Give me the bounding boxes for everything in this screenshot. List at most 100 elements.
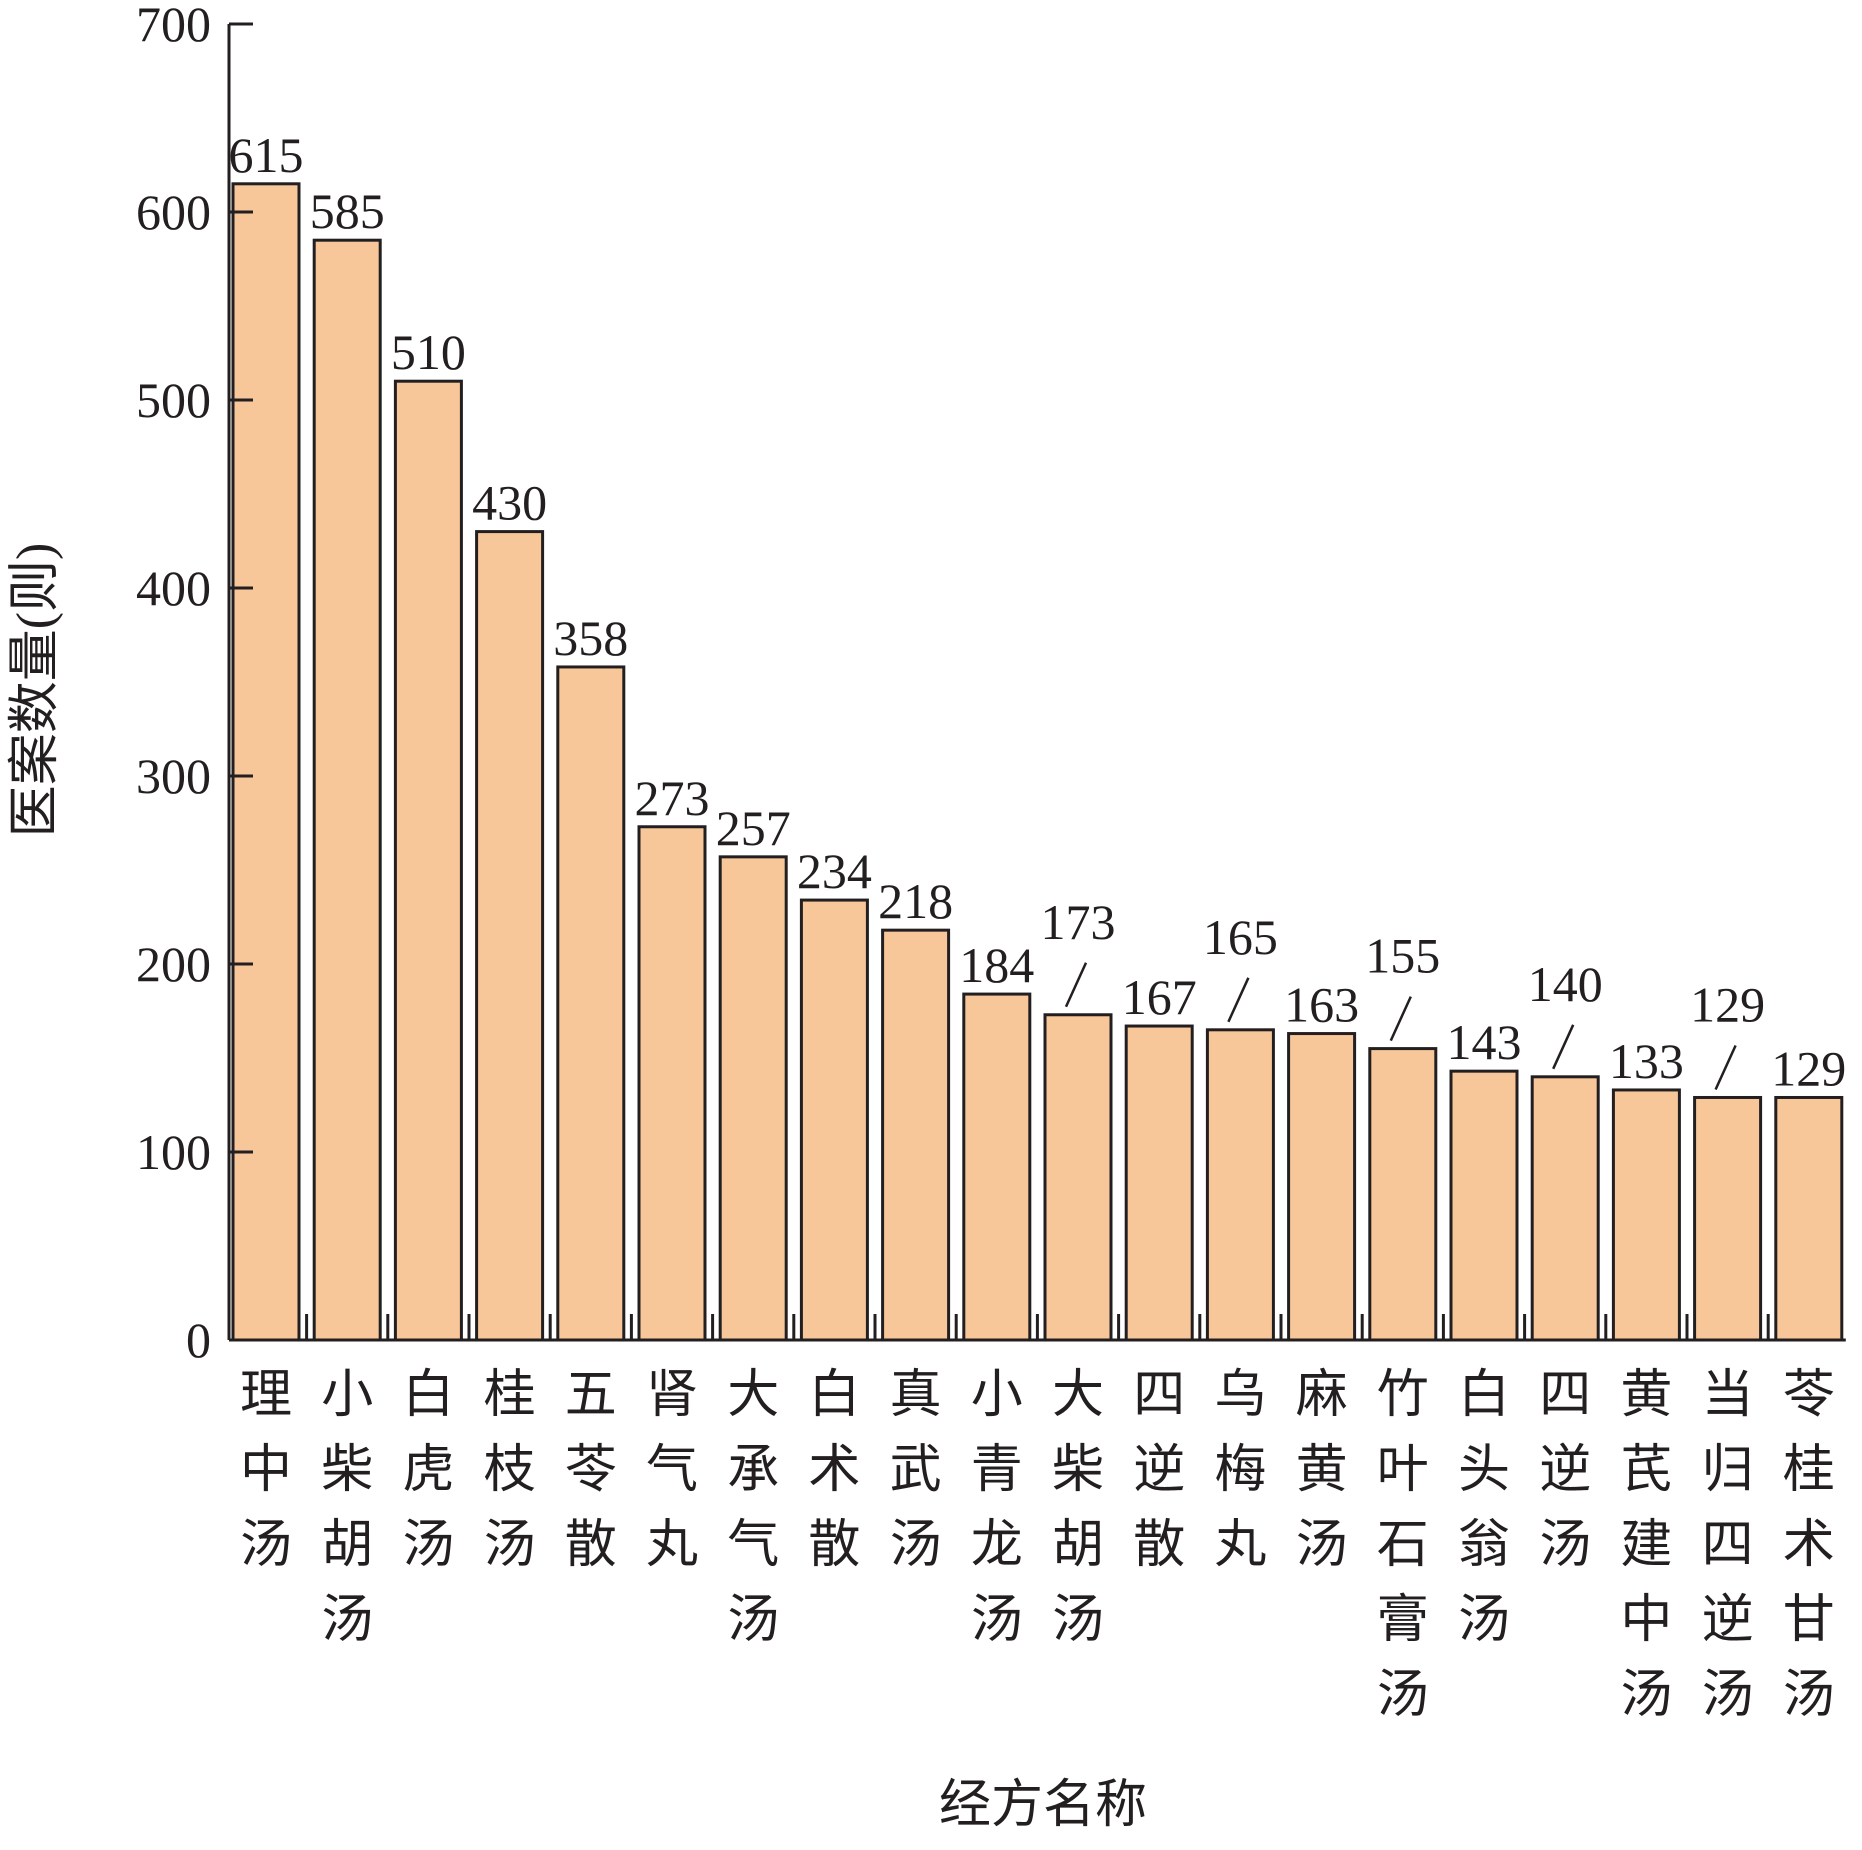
y-tick-label: 700 xyxy=(136,0,211,52)
category-label: 四逆汤 xyxy=(1539,1367,1591,1574)
bar xyxy=(475,530,545,1342)
value-label-leader xyxy=(1227,977,1250,1023)
category-label-char: 汤 xyxy=(484,1517,536,1574)
category-label-char: 桂 xyxy=(1783,1442,1835,1499)
category-label-char: 白 xyxy=(808,1367,860,1424)
category-label-char: 膏 xyxy=(1377,1592,1429,1649)
category-label-char: 乌 xyxy=(1214,1367,1266,1424)
category-label-char: 汤 xyxy=(1458,1592,1510,1649)
category-label-char: 术 xyxy=(1783,1517,1835,1574)
category-label-char: 散 xyxy=(1133,1517,1185,1574)
category-label-char: 胡 xyxy=(321,1517,373,1574)
category-label-char: 汤 xyxy=(1377,1667,1429,1724)
y-tick-label: 400 xyxy=(136,560,211,616)
category-label-char: 小 xyxy=(971,1367,1023,1424)
bar xyxy=(393,379,463,1342)
category-label-char: 气 xyxy=(646,1442,698,1499)
category-label-char: 汤 xyxy=(1702,1667,1754,1724)
value-label: 234 xyxy=(797,843,872,899)
bars-layer xyxy=(231,182,1844,1342)
bar xyxy=(799,898,869,1342)
category-label-char: 白 xyxy=(1458,1367,1510,1424)
y-tick-label: 300 xyxy=(136,748,211,804)
bar xyxy=(1368,1047,1438,1342)
category-label-char: 理 xyxy=(240,1367,292,1424)
category-label-char: 丸 xyxy=(1214,1517,1266,1574)
bar xyxy=(312,238,382,1342)
bar xyxy=(1449,1069,1519,1342)
value-label: 257 xyxy=(716,800,791,856)
bar xyxy=(1124,1024,1194,1342)
value-label-leader xyxy=(1552,1024,1575,1070)
category-label-char: 苓 xyxy=(565,1442,617,1499)
category-label: 肾气丸 xyxy=(646,1367,698,1574)
category-label-char: 虎 xyxy=(402,1442,454,1499)
category-label-char: 青 xyxy=(971,1442,1023,1499)
category-label-char: 承 xyxy=(727,1442,779,1499)
category-label: 乌梅丸 xyxy=(1214,1367,1266,1574)
category-label-char: 甘 xyxy=(1783,1592,1835,1649)
category-label-char: 梅 xyxy=(1214,1442,1266,1499)
value-label: 218 xyxy=(878,873,953,929)
value-label: 165 xyxy=(1203,909,1278,965)
bar xyxy=(1043,1013,1113,1342)
category-label-char: 大 xyxy=(727,1367,779,1424)
category-label-char: 枝 xyxy=(484,1442,536,1499)
y-axis-title: 医案数量(则) xyxy=(7,543,64,838)
value-label: 163 xyxy=(1284,977,1359,1033)
value-label-leader xyxy=(1064,962,1088,1008)
y-tick-label: 100 xyxy=(136,1124,211,1180)
category-label-char: 武 xyxy=(890,1442,942,1499)
bar xyxy=(637,825,707,1342)
category-label-char: 汤 xyxy=(1620,1667,1672,1724)
value-labels-layer: 6155855104303582732572342181841731671651… xyxy=(229,127,1847,1097)
category-label-char: 叶 xyxy=(1377,1442,1429,1499)
category-label-char: 头 xyxy=(1458,1442,1510,1499)
category-label-char: 逆 xyxy=(1702,1592,1754,1649)
y-tick-label: 500 xyxy=(136,372,211,428)
category-labels-layer: 理中汤小柴胡汤白虎汤桂枝汤五苓散肾气丸大承气汤白术散真武汤小青龙汤大柴胡汤四逆散… xyxy=(240,1367,1835,1724)
category-label-char: 四 xyxy=(1133,1367,1185,1424)
value-label: 184 xyxy=(959,937,1034,993)
category-label-char: 大 xyxy=(1052,1367,1104,1424)
category-label-char: 芪 xyxy=(1620,1442,1672,1499)
bar xyxy=(718,855,788,1342)
bar xyxy=(556,665,626,1342)
category-label-char: 汤 xyxy=(240,1517,292,1574)
category-label-char: 中 xyxy=(1620,1592,1672,1649)
category-label-char: 肾 xyxy=(646,1367,698,1424)
category-label-char: 五 xyxy=(565,1367,617,1424)
category-label-char: 桂 xyxy=(484,1367,536,1424)
value-label: 358 xyxy=(553,610,628,666)
category-label-char: 竹 xyxy=(1377,1367,1429,1424)
category-label-char: 归 xyxy=(1702,1442,1754,1499)
category-label: 五苓散 xyxy=(565,1367,617,1574)
category-label-char: 散 xyxy=(808,1517,860,1574)
category-label-char: 汤 xyxy=(1052,1592,1104,1649)
category-label-char: 逆 xyxy=(1539,1442,1591,1499)
value-label: 155 xyxy=(1365,928,1440,984)
bar xyxy=(881,928,951,1342)
axes-layer: 0 100 200 300 400 500 600 700 xyxy=(136,0,1846,1368)
category-label-char: 汤 xyxy=(402,1517,454,1574)
bar xyxy=(1611,1088,1681,1342)
category-label-char: 汤 xyxy=(1783,1667,1835,1724)
category-label-char: 黄 xyxy=(1296,1442,1348,1499)
value-label: 167 xyxy=(1122,969,1197,1025)
category-label-char: 麻 xyxy=(1296,1367,1348,1424)
value-label: 173 xyxy=(1041,894,1116,950)
category-label-char: 白 xyxy=(402,1367,454,1424)
category-label: 白虎汤 xyxy=(402,1367,454,1574)
category-label-char: 汤 xyxy=(971,1592,1023,1649)
category-label-char: 中 xyxy=(240,1442,292,1499)
category-label-char: 气 xyxy=(727,1517,779,1574)
bar xyxy=(1774,1095,1844,1342)
category-label-char: 黄 xyxy=(1620,1367,1672,1424)
category-label-char: 散 xyxy=(565,1517,617,1574)
